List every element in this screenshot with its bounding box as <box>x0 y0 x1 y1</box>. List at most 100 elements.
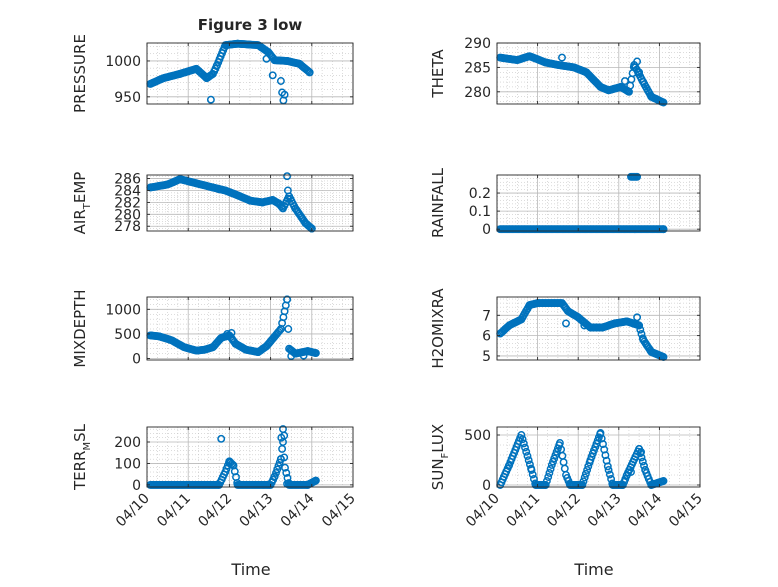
data-point <box>637 453 646 462</box>
x-tick-label: 04/13 <box>585 491 625 531</box>
data-point <box>262 54 271 63</box>
data-point <box>627 468 635 476</box>
data-point <box>579 477 588 486</box>
data-point <box>299 351 308 360</box>
data-point <box>581 469 590 478</box>
y-axis-label: MIXDEPTH <box>71 289 89 367</box>
data-point <box>633 313 642 322</box>
data-point <box>562 319 570 328</box>
y-tick-label: 7 <box>482 308 491 324</box>
y-tick-label: 280 <box>464 85 491 101</box>
y-tick-label: 0 <box>482 478 491 494</box>
subplot-5: 0 500 1000 MIXDEPTH <box>71 289 354 368</box>
data-series <box>146 295 320 361</box>
axes-box <box>496 426 701 488</box>
y-tick-label: 1000 <box>105 302 141 318</box>
data-point <box>227 328 236 337</box>
x-tick-label: 04/12 <box>544 491 584 531</box>
data-point <box>640 461 648 470</box>
axes-box <box>146 426 354 488</box>
data-point <box>517 431 526 439</box>
x-tick-label: 04/11 <box>154 491 194 531</box>
x-axis-label-right: Time <box>573 560 613 579</box>
data-point <box>311 349 320 358</box>
data-point <box>620 77 629 86</box>
data-point <box>277 433 286 442</box>
data-point <box>519 439 528 448</box>
data-point <box>281 463 289 472</box>
subplot-4: 0 0.1 0.2 RAINFALL <box>429 167 701 238</box>
y-tick-label: 6 <box>482 329 491 345</box>
y-tick-label: 500 <box>114 327 141 343</box>
data-point <box>275 326 284 335</box>
data-point <box>542 477 551 485</box>
data-series <box>146 425 320 489</box>
data-point <box>305 68 314 77</box>
y-axis-label: TERRMSL <box>71 423 93 491</box>
y-axis-label: RAINFALL <box>429 167 447 238</box>
chart-title: Figure 3 low <box>198 16 303 34</box>
y-tick-label: 284 <box>114 183 141 199</box>
x-tick-label: 04/13 <box>237 491 277 531</box>
y-axis-label: PRESSURE <box>71 34 89 113</box>
data-point <box>272 468 280 477</box>
data-point <box>217 434 226 443</box>
data-point <box>280 90 289 99</box>
y-tick-label: 0.1 <box>469 204 491 220</box>
data-point <box>527 466 536 474</box>
data-point <box>580 473 589 482</box>
y-tick-label: 0 <box>482 222 491 238</box>
data-point <box>603 462 612 471</box>
data-point <box>546 465 555 473</box>
data-point <box>283 172 292 181</box>
data-point <box>307 224 316 233</box>
grid <box>146 427 354 487</box>
grid <box>146 175 354 232</box>
x-tick-label: 04/11 <box>504 491 544 531</box>
x-tick-label: 04/14 <box>625 490 665 530</box>
data-point <box>268 71 277 80</box>
x-tick-label: 04/15 <box>319 491 359 531</box>
data-point <box>518 435 527 444</box>
data-point <box>604 466 613 474</box>
data-point <box>659 98 668 107</box>
data-series <box>496 172 668 234</box>
y-tick-label: 282 <box>114 195 141 211</box>
grid <box>496 42 701 104</box>
x-tick-label: 04/15 <box>666 491 706 531</box>
data-point <box>659 477 668 485</box>
data-point <box>659 225 668 234</box>
data-point <box>633 57 642 66</box>
data-point <box>521 443 529 452</box>
data-point <box>633 172 642 181</box>
y-tick-label: 100 <box>114 456 141 472</box>
data-point <box>227 459 236 468</box>
data-point <box>545 469 554 477</box>
y-axis-label: H2OMIXRA <box>429 288 447 369</box>
y-axis-label: THETA <box>429 49 447 99</box>
x-axis-label-left: Time <box>230 560 270 579</box>
data-series <box>146 39 314 105</box>
y-tick-label: 1000 <box>105 54 141 70</box>
data-point <box>311 476 320 485</box>
data-point <box>284 325 293 333</box>
data-point <box>580 321 589 330</box>
axes-box <box>496 42 701 105</box>
data-point <box>558 53 566 62</box>
y-tick-label: 0.2 <box>469 186 491 202</box>
data-point <box>523 452 532 460</box>
data-point <box>636 325 645 334</box>
axes-box <box>146 296 354 361</box>
y-tick-label: 500 <box>464 428 491 444</box>
y-tick-label: 950 <box>114 90 141 106</box>
data-series <box>146 172 316 233</box>
subplot-7: 0 100 200 TERRMSL 04/10 04/11 04/12 04/13 04/14 0… <box>71 423 359 530</box>
y-tick-label: 280 <box>114 207 141 223</box>
data-point <box>544 473 553 481</box>
x-tick-label: 04/10 <box>113 491 153 531</box>
y-tick-label: 285 <box>464 60 491 76</box>
y-tick-label: 286 <box>114 172 141 188</box>
data-point <box>215 185 224 194</box>
